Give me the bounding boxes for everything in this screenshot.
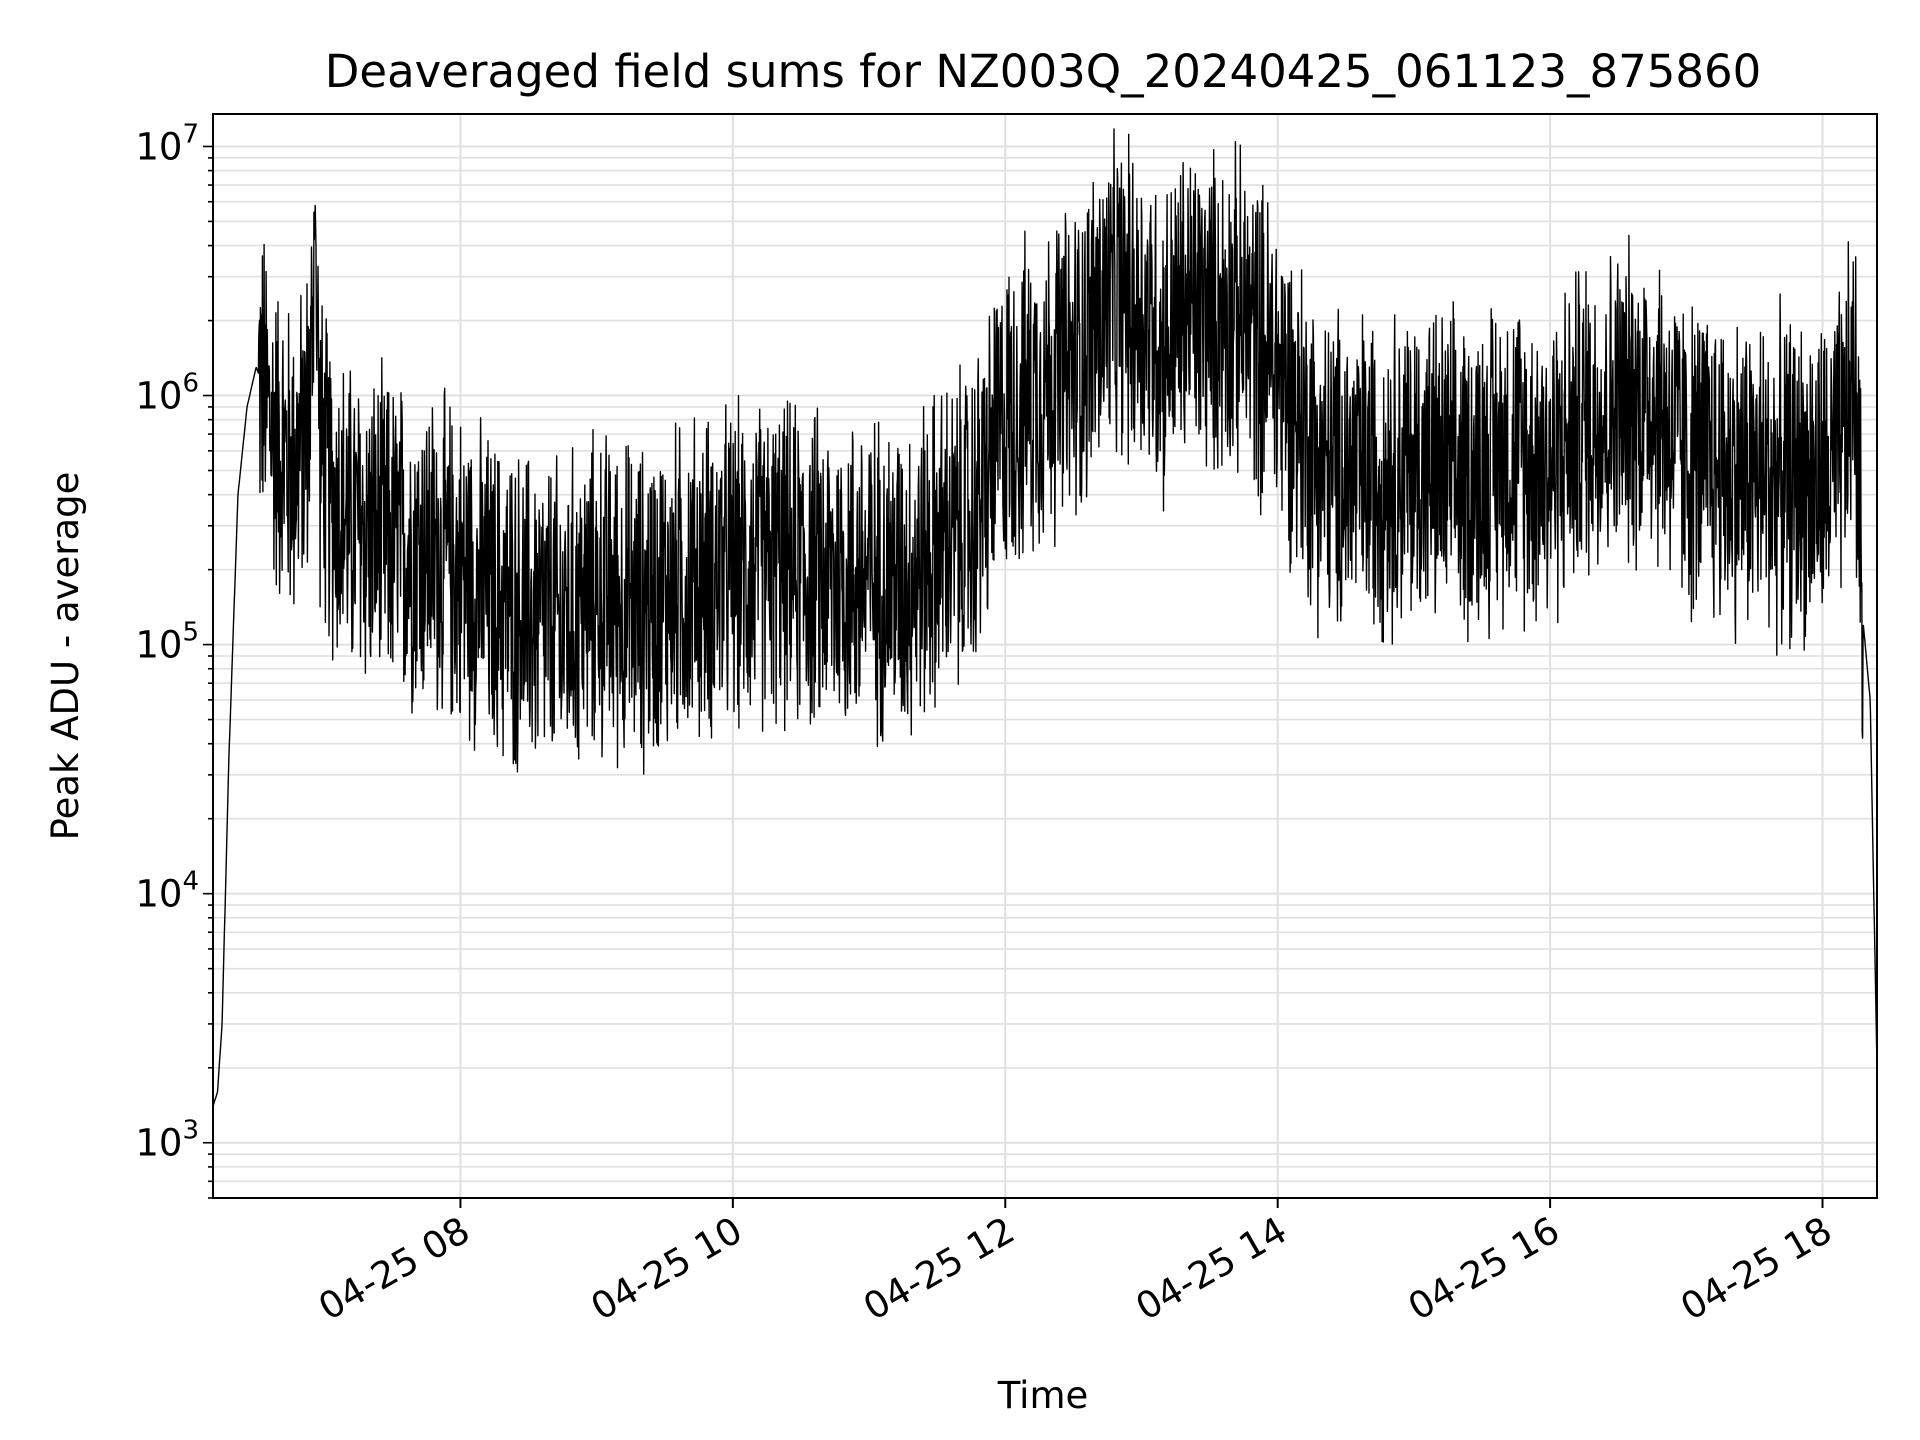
data-series	[212, 128, 1878, 1107]
y-tick-label: 105	[135, 618, 199, 667]
grid-lines	[213, 114, 1877, 1199]
chart-title: Deaveraged field sums for NZ003Q_2024042…	[325, 45, 1761, 98]
y-tick-label: 103	[135, 1116, 199, 1165]
series-line	[212, 128, 1878, 1107]
y-axis-ticks: 103 104 105 106 107	[135, 119, 213, 1199]
y-tick-label: 106	[135, 369, 199, 418]
y-axis-label: Peak ADU - average	[44, 472, 87, 841]
y-tick-label: 104	[135, 867, 199, 916]
y-tick-label: 107	[135, 119, 199, 168]
x-axis-label: Time	[997, 1374, 1089, 1417]
